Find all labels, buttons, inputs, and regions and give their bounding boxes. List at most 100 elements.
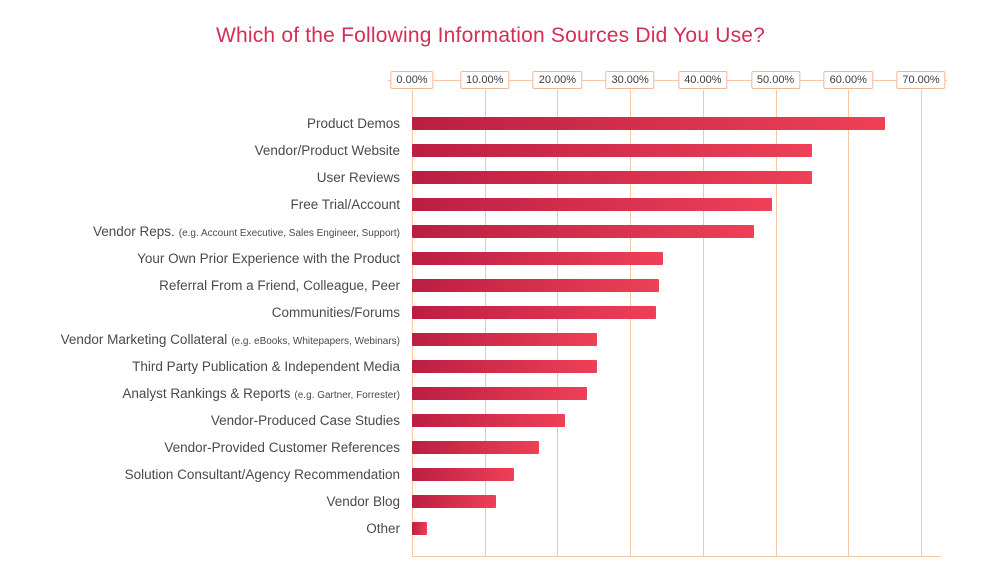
bar-track xyxy=(412,387,921,400)
bar xyxy=(412,306,656,319)
chart-row: User Reviews xyxy=(0,164,941,191)
bar xyxy=(412,468,514,481)
category-label: Solution Consultant/Agency Recommendatio… xyxy=(0,467,412,482)
bar-track xyxy=(412,117,921,130)
bar-track xyxy=(412,522,921,535)
axis-tick-label: 30.00% xyxy=(605,71,655,89)
category-label-text: Communities/Forums xyxy=(271,305,400,320)
chart-row: Vendor-Provided Customer References xyxy=(0,434,941,461)
gridline xyxy=(557,90,559,556)
category-label: Vendor Marketing Collateral (e.g. eBooks… xyxy=(0,332,412,347)
category-label-text: Vendor/Product Website xyxy=(254,143,400,158)
chart-row: Product Demos xyxy=(0,110,941,137)
category-label-text: Product Demos xyxy=(306,116,400,131)
bar xyxy=(412,387,587,400)
category-label-text: Third Party Publication & Independent Me… xyxy=(132,359,400,374)
bar xyxy=(412,495,496,508)
bar-track xyxy=(412,171,921,184)
bar xyxy=(412,171,812,184)
category-label-text: Vendor Blog xyxy=(326,494,400,509)
bar-track xyxy=(412,360,921,373)
bar-track xyxy=(412,468,921,481)
bar xyxy=(412,360,598,373)
axis-tick-label: 40.00% xyxy=(678,71,728,89)
category-label-text: Vendor Marketing Collateral xyxy=(60,332,228,347)
gridlines xyxy=(412,90,922,556)
category-label-note: (e.g. Gartner, Forrester) xyxy=(294,390,400,401)
category-label: Vendor-Provided Customer References xyxy=(0,440,412,455)
bar-chart: 0.00% 10.00% 20.00% 30.00% 40.00% 50.00% 60.00… xyxy=(0,70,947,557)
x-axis-scale: 0.00% 10.00% 20.00% 30.00% 40.00% 50.00% 60.00… xyxy=(388,70,947,90)
gridline xyxy=(412,90,413,556)
chart-row: Free Trial/Account xyxy=(0,191,941,218)
gridline xyxy=(848,90,850,556)
bar xyxy=(412,333,598,346)
bar xyxy=(412,252,663,265)
category-label-text: Vendor Reps. xyxy=(92,224,175,239)
category-label-text: Solution Consultant/Agency Recommendatio… xyxy=(124,467,400,482)
bar-track xyxy=(412,441,921,454)
category-label: Product Demos xyxy=(0,116,412,131)
chart-row: Vendor Blog xyxy=(0,488,941,515)
bar-track xyxy=(412,495,921,508)
bar xyxy=(412,144,812,157)
plot-body: Product Demos Vendor/Product Website Use… xyxy=(0,90,941,557)
category-label-text: Referral From a Friend, Colleague, Peer xyxy=(159,278,400,293)
chart-row: Analyst Rankings & Reports (e.g. Gartner… xyxy=(0,380,941,407)
rows: Product Demos Vendor/Product Website Use… xyxy=(0,90,941,557)
category-label: Vendor Blog xyxy=(0,494,412,509)
category-label: Vendor Reps. (e.g. Account Executive, Sa… xyxy=(0,224,412,239)
category-label: User Reviews xyxy=(0,170,412,185)
chart-title: Which of the Following Information Sourc… xyxy=(215,24,766,47)
chart-row: Communities/Forums xyxy=(0,299,941,326)
axis-tick-label: 50.00% xyxy=(750,71,801,89)
bar xyxy=(412,414,565,427)
bar xyxy=(412,279,660,292)
axis-tick-label: 20.00% xyxy=(532,71,583,89)
category-label-text: Other xyxy=(366,521,400,536)
chart-row: Referral From a Friend, Colleague, Peer xyxy=(0,272,941,299)
bar-track xyxy=(412,414,921,427)
category-label: Other xyxy=(0,521,412,536)
category-label: Your Own Prior Experience with the Produ… xyxy=(0,251,412,266)
category-label-note: (e.g. eBooks, Whitepapers, Webinars) xyxy=(231,336,400,347)
category-label: Referral From a Friend, Colleague, Peer xyxy=(0,278,412,293)
bar xyxy=(412,198,772,211)
axis-tick-label: 0.00% xyxy=(390,71,434,89)
gridline xyxy=(775,90,777,556)
chart-row: Solution Consultant/Agency Recommendatio… xyxy=(0,461,941,488)
chart-row: Your Own Prior Experience with the Produ… xyxy=(0,245,941,272)
category-label: Third Party Publication & Independent Me… xyxy=(0,359,412,374)
category-label-text: Vendor-Provided Customer References xyxy=(164,440,400,455)
bar-track xyxy=(412,333,921,346)
chart-row: Vendor-Produced Case Studies xyxy=(0,407,941,434)
category-label-text: Vendor-Produced Case Studies xyxy=(210,413,400,428)
bar-track xyxy=(412,252,921,265)
bar-track xyxy=(412,225,921,238)
category-label: Vendor/Product Website xyxy=(0,143,412,158)
bar xyxy=(412,441,540,454)
category-label-text: User Reviews xyxy=(316,170,400,185)
category-label: Communities/Forums xyxy=(0,305,412,320)
gridline xyxy=(484,90,486,556)
x-axis-header: 0.00% 10.00% 20.00% 30.00% 40.00% 50.00% 60.00… xyxy=(388,70,947,90)
category-label-text: Free Trial/Account xyxy=(290,197,400,212)
bar-track xyxy=(412,198,921,211)
bar-track xyxy=(412,279,921,292)
gridline xyxy=(921,90,922,556)
category-label-text: Analyst Rankings & Reports xyxy=(122,386,291,401)
grid-layer xyxy=(412,90,941,557)
chart-row: Vendor/Product Website xyxy=(0,137,941,164)
axis-tick-label: 60.00% xyxy=(823,71,873,89)
gridline xyxy=(630,90,632,556)
category-label-note: (e.g. Account Executive, Sales Engineer,… xyxy=(178,228,400,239)
bar xyxy=(412,522,427,535)
category-label: Vendor-Produced Case Studies xyxy=(0,413,412,428)
category-label-text: Your Own Prior Experience with the Produ… xyxy=(137,251,400,266)
bar-track xyxy=(412,306,921,319)
bar-track xyxy=(412,144,921,157)
chart-row: Third Party Publication & Independent Me… xyxy=(0,353,941,380)
chart-row: Other xyxy=(0,515,941,542)
axis-tick-label: 70.00% xyxy=(896,71,946,89)
